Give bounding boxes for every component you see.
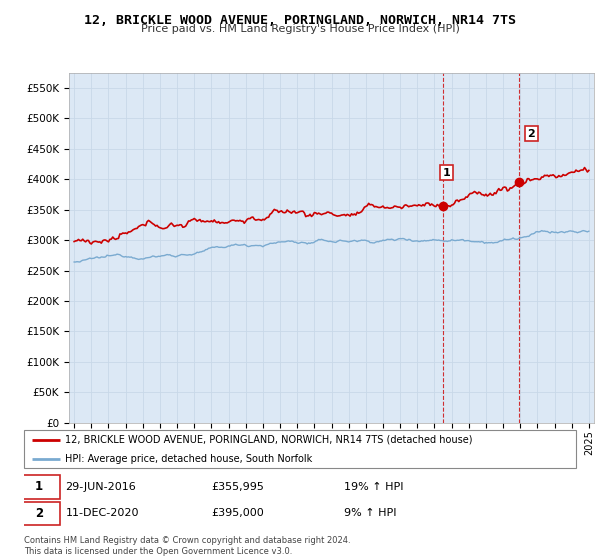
Text: £355,995: £355,995 bbox=[212, 482, 265, 492]
Text: 29-JUN-2016: 29-JUN-2016 bbox=[65, 482, 136, 492]
Text: 12, BRICKLE WOOD AVENUE, PORINGLAND, NORWICH, NR14 7TS (detached house): 12, BRICKLE WOOD AVENUE, PORINGLAND, NOR… bbox=[65, 435, 473, 445]
Text: 1: 1 bbox=[443, 167, 451, 178]
Text: 2: 2 bbox=[35, 507, 43, 520]
Text: 19% ↑ HPI: 19% ↑ HPI bbox=[344, 482, 404, 492]
FancyBboxPatch shape bbox=[19, 502, 60, 525]
Text: 2: 2 bbox=[527, 129, 535, 139]
Text: 11-DEC-2020: 11-DEC-2020 bbox=[65, 508, 139, 519]
Text: 9% ↑ HPI: 9% ↑ HPI bbox=[344, 508, 397, 519]
Text: 1: 1 bbox=[35, 480, 43, 493]
Text: HPI: Average price, detached house, South Norfolk: HPI: Average price, detached house, Sout… bbox=[65, 454, 313, 464]
Text: 12, BRICKLE WOOD AVENUE, PORINGLAND, NORWICH, NR14 7TS: 12, BRICKLE WOOD AVENUE, PORINGLAND, NOR… bbox=[84, 14, 516, 27]
Text: Contains HM Land Registry data © Crown copyright and database right 2024.
This d: Contains HM Land Registry data © Crown c… bbox=[24, 536, 350, 556]
FancyBboxPatch shape bbox=[19, 475, 60, 498]
Text: Price paid vs. HM Land Registry's House Price Index (HPI): Price paid vs. HM Land Registry's House … bbox=[140, 24, 460, 34]
FancyBboxPatch shape bbox=[24, 430, 576, 468]
Text: £395,000: £395,000 bbox=[212, 508, 265, 519]
